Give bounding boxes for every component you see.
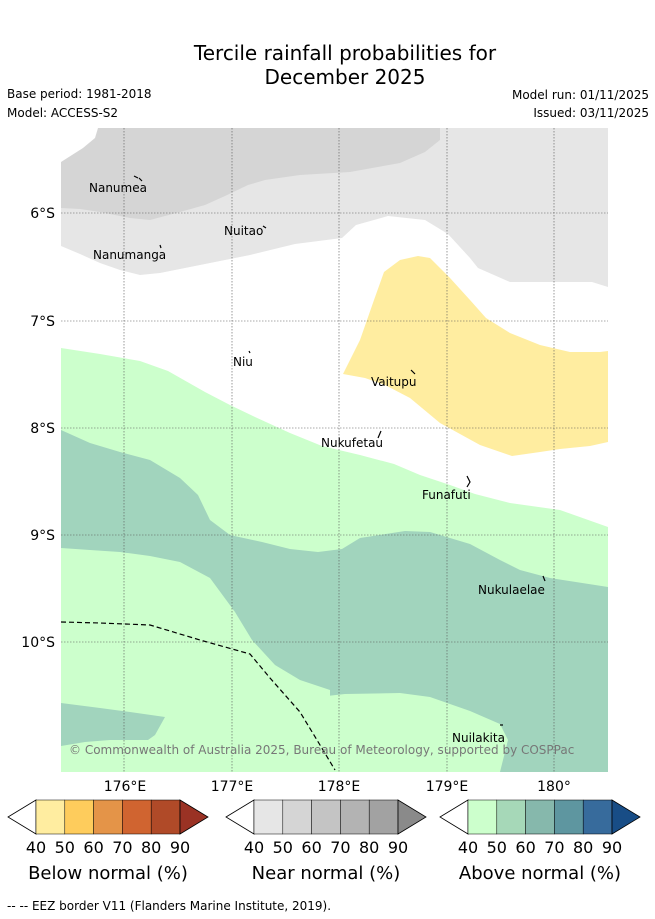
near-normal-colorbar-title: Near normal (%) <box>251 863 401 884</box>
near-normal-colorbar-segment <box>253 799 284 835</box>
island-vaitupu-shape <box>410 369 416 375</box>
near-normal-colorbar-right-arrow <box>397 799 427 835</box>
lat-label-8s: 8°S <box>30 421 55 437</box>
above-normal-colorbar-segment <box>496 799 526 835</box>
island-label-nuilakita: Nuilakita <box>452 731 505 745</box>
lon-label-176e: 176°E <box>104 779 147 795</box>
above-normal-colorbar-segment <box>467 799 498 835</box>
island-labels: Nanumea Nuitao Nanumanga Niu Vaitupu Nuk… <box>89 181 545 745</box>
lon-label-178e: 178°E <box>318 779 361 795</box>
near-normal-colorbar-left-arrow <box>225 799 255 835</box>
island-label-nuitao: Nuitao <box>224 224 263 238</box>
island-niu-shape <box>248 350 251 354</box>
island-label-nukulaelae: Nukulaelae <box>478 583 545 597</box>
above-normal-colorbar-segment <box>554 799 584 835</box>
near-normal-colorbar-segment <box>282 799 312 835</box>
above-normal-mid-patch <box>61 703 165 746</box>
probability-layers: Nanumea Nuitao Nanumanga Niu Vaitupu Nuk… <box>61 128 608 772</box>
island-nukufetau-shape <box>377 430 382 439</box>
above-normal-colorbar-segment <box>525 799 555 835</box>
above-normal-colorbar-right-arrow <box>611 799 641 835</box>
lat-label-10s: 10°S <box>21 635 55 651</box>
below-normal-tick-label: 70 <box>112 838 133 857</box>
near-normal-colorbar-segment <box>340 799 370 835</box>
island-nanumea-shape <box>133 175 143 182</box>
lat-label-9s: 9°S <box>30 528 55 544</box>
island-label-funafuti: Funafuti <box>422 488 471 502</box>
copyright-notice: © Commonwealth of Australia 2025, Bureau… <box>69 743 574 757</box>
above-normal-colorbar-title: Above normal (%) <box>458 863 622 884</box>
below-normal-colorbar-left-arrow <box>7 799 37 835</box>
below-normal-tick-label: 90 <box>169 838 191 857</box>
grid-lines <box>61 128 608 772</box>
below-normal-colorbar-segment <box>150 799 181 835</box>
issued-date: Issued: 03/11/2025 <box>533 106 649 120</box>
near-normal-tick-label: 50 <box>272 838 293 857</box>
island-nuitao-shape <box>262 225 267 229</box>
near-normal-tick-label: 40 <box>243 838 265 857</box>
near-normal-tick-label: 80 <box>359 838 380 857</box>
below-normal-colorbar-segment <box>122 799 152 835</box>
below-normal-colorbar-title: Below normal (%) <box>28 863 188 884</box>
eez-legend-dash: -- <box>7 899 16 913</box>
near-normal-colorbar-segment <box>311 799 341 835</box>
latitude-labels: 6°S 7°S 8°S 9°S 10°S <box>21 206 55 651</box>
below-normal-region <box>343 256 608 456</box>
near-normal-tick-label: 60 <box>301 838 322 857</box>
lon-label-180: 180° <box>537 779 571 795</box>
model-run: Model run: 01/11/2025 <box>511 88 649 102</box>
island-nukulaelae-shape <box>542 575 546 582</box>
island-label-nukufetau: Nukufetau <box>321 436 383 450</box>
near-normal-colorbar-segment <box>368 799 399 835</box>
above-normal-tick-label: 90 <box>601 838 623 857</box>
lat-label-7s: 7°S <box>30 314 55 330</box>
island-funafuti-shape <box>466 475 471 488</box>
island-label-nanumanga: Nanumanga <box>93 248 166 262</box>
near-normal-tick-label: 90 <box>387 838 409 857</box>
above-normal-mid-region <box>61 430 608 772</box>
below-normal-tick-label: 50 <box>54 838 75 857</box>
eez-border-line <box>61 621 336 771</box>
near-normal-tick-label: 70 <box>330 838 351 857</box>
below-normal-colorbar-segment <box>93 799 123 835</box>
above-normal-tick-label: 70 <box>544 838 565 857</box>
lon-label-179e: 179°E <box>426 779 469 795</box>
chart-title-line2: December 2025 <box>264 65 426 89</box>
island-label-niu: Niu <box>233 355 253 369</box>
above-normal-light-pocket <box>318 693 508 772</box>
above-normal-tick-label: 60 <box>515 838 536 857</box>
below-normal-tick-label: 60 <box>83 838 104 857</box>
above-normal-tick-label: 80 <box>573 838 594 857</box>
below-normal-colorbar-segment <box>35 799 66 835</box>
island-nanumanga-shape <box>159 244 162 249</box>
map-white-notch <box>61 128 98 162</box>
above-normal-tick-label: 40 <box>457 838 479 857</box>
below-normal-colorbar-segment <box>64 799 94 835</box>
below-normal-tick-label: 40 <box>25 838 47 857</box>
above-normal-colorbar-left-arrow <box>439 799 469 835</box>
lon-label-177e: 177°E <box>211 779 254 795</box>
chart-title-line1: Tercile rainfall probabilities for <box>193 41 497 65</box>
below-normal-colorbar-right-arrow <box>179 799 209 835</box>
colorbar-group <box>7 799 641 835</box>
island-shapes <box>133 175 546 726</box>
longitude-labels: 176°E 177°E 178°E 179°E 180° <box>104 779 571 795</box>
near-normal-mid-region <box>61 128 440 220</box>
above-normal-colorbar-segment <box>582 799 613 835</box>
model-name: Model: ACCESS-S2 <box>7 106 119 120</box>
base-period: Base period: 1981-2018 <box>7 87 152 101</box>
below-normal-tick-label: 80 <box>141 838 162 857</box>
lat-label-6s: 6°S <box>30 206 55 222</box>
above-normal-tick-label: 50 <box>486 838 507 857</box>
eez-legend-text: -- EEZ border V11 (Flanders Marine Insti… <box>19 899 332 913</box>
island-label-vaitupu: Vaitupu <box>371 375 417 389</box>
island-label-nanumea: Nanumea <box>89 181 147 195</box>
eez-legend: -- -- EEZ border V11 (Flanders Marine In… <box>7 899 331 913</box>
